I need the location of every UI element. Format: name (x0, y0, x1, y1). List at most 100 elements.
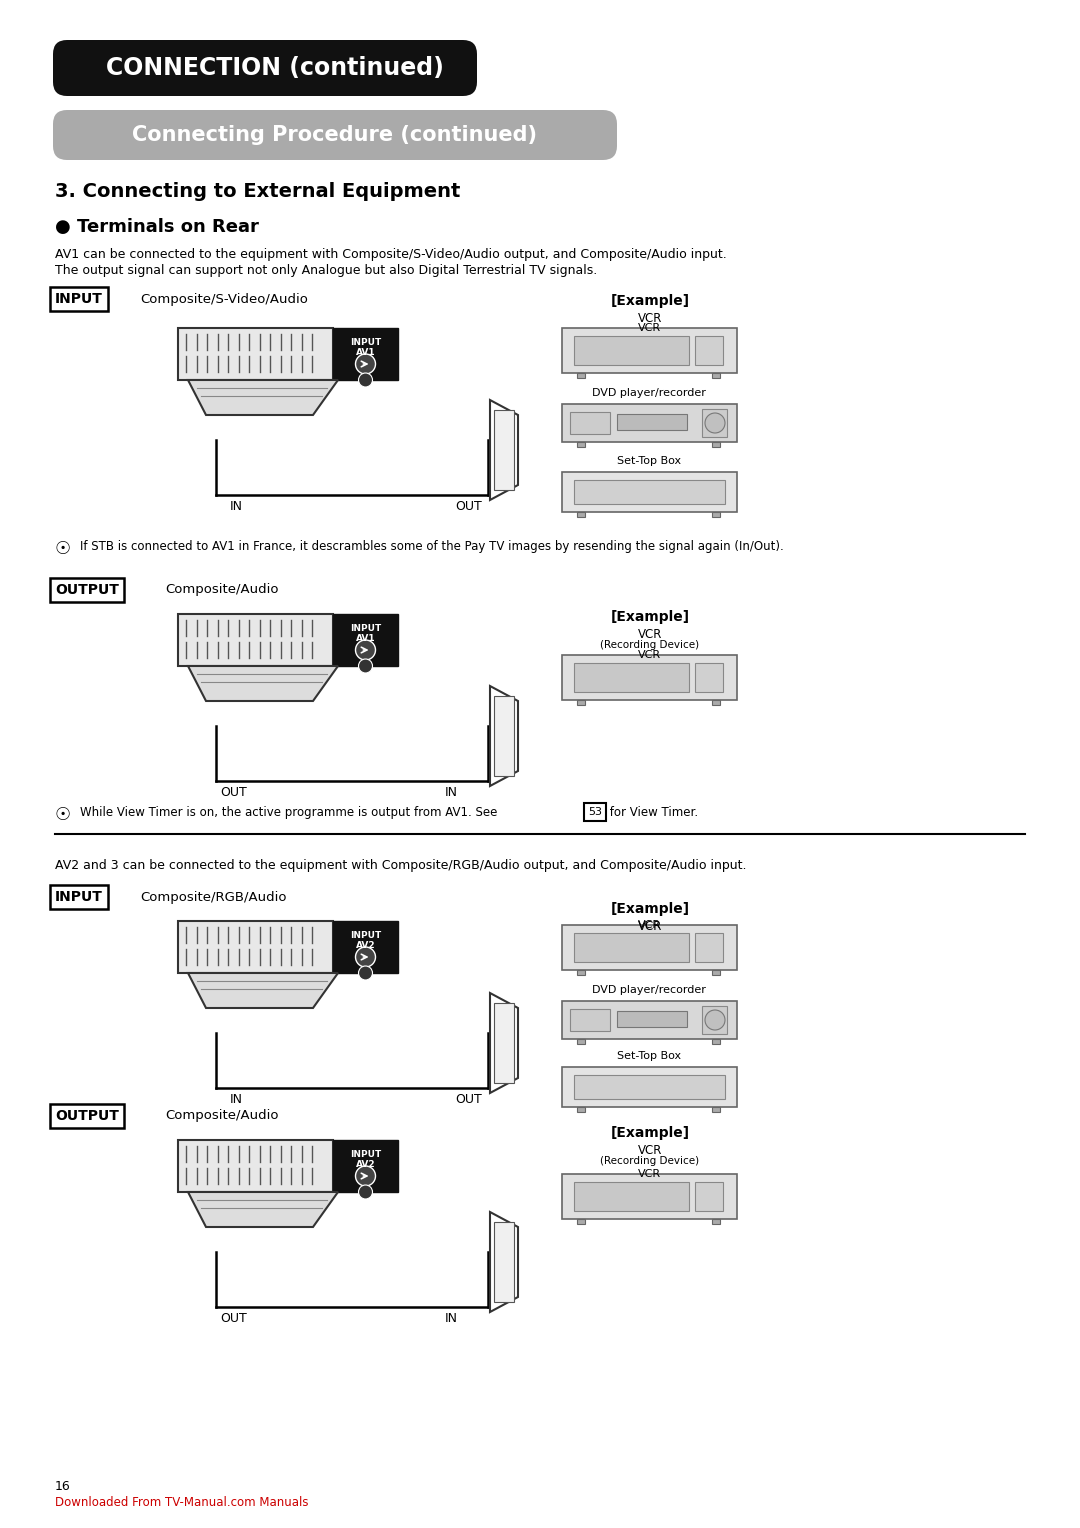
Text: VCR: VCR (638, 312, 662, 325)
Bar (577, 1039, 585, 1044)
Text: VCR: VCR (638, 322, 661, 333)
Text: (Recording Device): (Recording Device) (600, 1157, 700, 1166)
Bar (577, 1219, 585, 1224)
Bar (333, 614, 399, 666)
Bar (712, 700, 720, 704)
Text: Set-Top Box: Set-Top Box (617, 1051, 681, 1060)
Text: 16: 16 (55, 1481, 71, 1493)
Bar (562, 924, 737, 970)
Text: OUT: OUT (455, 500, 482, 513)
Text: VCR: VCR (638, 1169, 661, 1180)
Polygon shape (188, 1192, 338, 1227)
Text: INPUT: INPUT (55, 889, 103, 905)
Bar (712, 512, 720, 516)
Text: 53: 53 (588, 807, 602, 817)
Text: OUT: OUT (455, 1093, 482, 1106)
Text: VCR: VCR (638, 1144, 662, 1157)
Circle shape (359, 966, 373, 979)
Bar (573, 1076, 725, 1099)
Text: CONNECTION (continued): CONNECTION (continued) (106, 57, 444, 79)
Text: Connecting Procedure (continued): Connecting Procedure (continued) (133, 125, 538, 145)
Bar (577, 970, 585, 975)
Bar (617, 1012, 687, 1027)
Bar (562, 329, 737, 373)
Bar (712, 1219, 720, 1224)
Text: AV1: AV1 (355, 634, 376, 643)
Bar (494, 1222, 514, 1302)
Text: VCR: VCR (638, 920, 661, 931)
Polygon shape (490, 686, 518, 785)
Bar (573, 663, 689, 692)
Text: INPUT: INPUT (350, 1151, 381, 1160)
Bar (178, 1140, 333, 1192)
Text: IN: IN (445, 1313, 458, 1325)
Bar (702, 1005, 727, 1034)
Bar (712, 373, 720, 377)
Bar (712, 442, 720, 448)
Polygon shape (490, 1212, 518, 1313)
Bar (577, 373, 585, 377)
Text: INPUT: INPUT (350, 623, 381, 633)
Bar (696, 663, 723, 692)
Text: OUTPUT: OUTPUT (55, 1109, 119, 1123)
Bar (333, 329, 399, 380)
FancyBboxPatch shape (53, 40, 477, 96)
FancyBboxPatch shape (53, 110, 617, 160)
Bar (333, 921, 399, 973)
Text: If STB is connected to AV1 in France, it descrambles some of the Pay TV images b: If STB is connected to AV1 in France, it… (80, 539, 784, 553)
Circle shape (359, 659, 373, 672)
Text: DVD player/recorder: DVD player/recorder (592, 986, 706, 995)
Text: [Example]: [Example] (610, 1126, 689, 1140)
Bar (577, 700, 585, 704)
Bar (570, 413, 610, 434)
Text: (Recording Device): (Recording Device) (600, 640, 700, 649)
Text: AV2: AV2 (355, 941, 376, 950)
Bar (178, 329, 333, 380)
Bar (570, 1008, 610, 1031)
Bar (573, 480, 725, 504)
Text: INPUT: INPUT (350, 931, 381, 940)
Bar (494, 1002, 514, 1083)
Bar (494, 695, 514, 776)
Text: VCR: VCR (638, 628, 662, 642)
Polygon shape (188, 973, 338, 1008)
Text: DVD player/recorder: DVD player/recorder (592, 388, 706, 397)
Text: Composite/S-Video/Audio: Composite/S-Video/Audio (140, 292, 308, 306)
Text: While View Timer is on, the active programme is output from AV1. See: While View Timer is on, the active progr… (80, 805, 501, 819)
Text: Composite/Audio: Composite/Audio (165, 1109, 279, 1123)
Text: VCR: VCR (638, 649, 661, 660)
Text: Composite/RGB/Audio: Composite/RGB/Audio (140, 891, 286, 903)
Bar (562, 1001, 737, 1039)
Text: INPUT: INPUT (350, 338, 381, 347)
Bar (333, 1140, 399, 1192)
Circle shape (705, 1010, 725, 1030)
Bar (702, 410, 727, 437)
Text: OUTPUT: OUTPUT (55, 584, 119, 597)
Text: INPUT: INPUT (55, 292, 103, 306)
Text: OUT: OUT (220, 1313, 246, 1325)
Text: IN: IN (230, 500, 243, 513)
Text: The output signal can support not only Analogue but also Digital Terrestrial TV : The output signal can support not only A… (55, 264, 597, 277)
Bar (178, 921, 333, 973)
Text: ● Terminals on Rear: ● Terminals on Rear (55, 219, 259, 235)
Text: AV2: AV2 (355, 1160, 376, 1169)
Bar (573, 336, 689, 365)
Polygon shape (188, 380, 338, 416)
Bar (696, 1183, 723, 1212)
Bar (577, 442, 585, 448)
Text: [Example]: [Example] (610, 610, 689, 623)
Text: 3. Connecting to External Equipment: 3. Connecting to External Equipment (55, 182, 460, 202)
Bar (562, 1174, 737, 1219)
Bar (617, 414, 687, 429)
Text: ☉: ☉ (55, 805, 71, 824)
Text: VCR: VCR (638, 920, 662, 934)
Bar (573, 1183, 689, 1212)
Bar (562, 656, 737, 700)
Bar (562, 403, 737, 442)
Text: AV1: AV1 (355, 348, 376, 358)
Bar (573, 934, 689, 963)
Text: AV1 can be connected to the equipment with Composite/S-Video/Audio output, and C: AV1 can be connected to the equipment wi… (55, 248, 727, 261)
Text: OUT: OUT (220, 785, 246, 799)
Circle shape (355, 947, 376, 967)
Bar (712, 1039, 720, 1044)
